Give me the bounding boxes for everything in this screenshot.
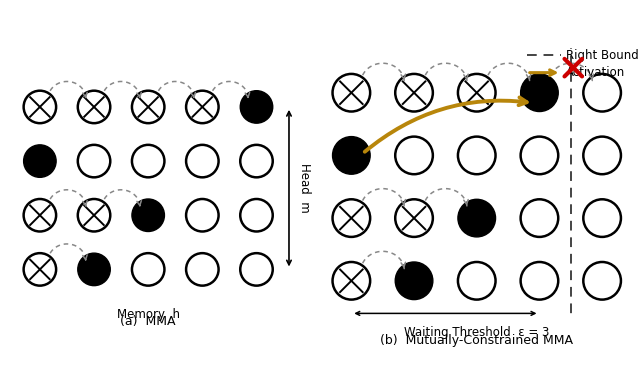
Circle shape [186, 145, 219, 177]
Circle shape [240, 253, 273, 286]
Circle shape [132, 91, 164, 123]
Circle shape [333, 137, 370, 174]
Circle shape [186, 91, 219, 123]
Circle shape [186, 253, 219, 286]
Circle shape [78, 199, 110, 231]
Circle shape [396, 199, 433, 237]
Circle shape [458, 262, 495, 300]
Text: Head  m: Head m [298, 163, 310, 213]
Circle shape [24, 91, 56, 123]
Circle shape [240, 145, 273, 177]
Text: Activation: Activation [566, 66, 626, 79]
Circle shape [333, 262, 370, 300]
Circle shape [396, 74, 433, 112]
Circle shape [583, 74, 621, 112]
Circle shape [132, 199, 164, 231]
Circle shape [333, 199, 370, 237]
Circle shape [24, 199, 56, 231]
Circle shape [132, 145, 164, 177]
Circle shape [458, 74, 495, 112]
Text: Right Bound: Right Bound [566, 49, 639, 62]
Circle shape [24, 145, 56, 177]
Circle shape [583, 262, 621, 300]
Circle shape [186, 199, 219, 231]
Circle shape [520, 74, 558, 112]
Circle shape [240, 91, 273, 123]
Circle shape [458, 199, 495, 237]
Circle shape [78, 91, 110, 123]
Circle shape [240, 199, 273, 231]
Text: Waiting Threshold  ε = 3: Waiting Threshold ε = 3 [404, 326, 549, 339]
Text: (b)  Mutually-Constrained MMA: (b) Mutually-Constrained MMA [380, 334, 573, 347]
Circle shape [396, 137, 433, 174]
Text: Memory  h: Memory h [116, 308, 180, 322]
Circle shape [78, 253, 110, 286]
Circle shape [520, 199, 558, 237]
Circle shape [78, 145, 110, 177]
Circle shape [333, 74, 370, 112]
Circle shape [583, 199, 621, 237]
Text: (a)  MMA: (a) MMA [120, 315, 176, 328]
Circle shape [132, 253, 164, 286]
Circle shape [458, 137, 495, 174]
Circle shape [24, 253, 56, 286]
Circle shape [396, 262, 433, 300]
Circle shape [520, 137, 558, 174]
Circle shape [520, 262, 558, 300]
Circle shape [583, 137, 621, 174]
